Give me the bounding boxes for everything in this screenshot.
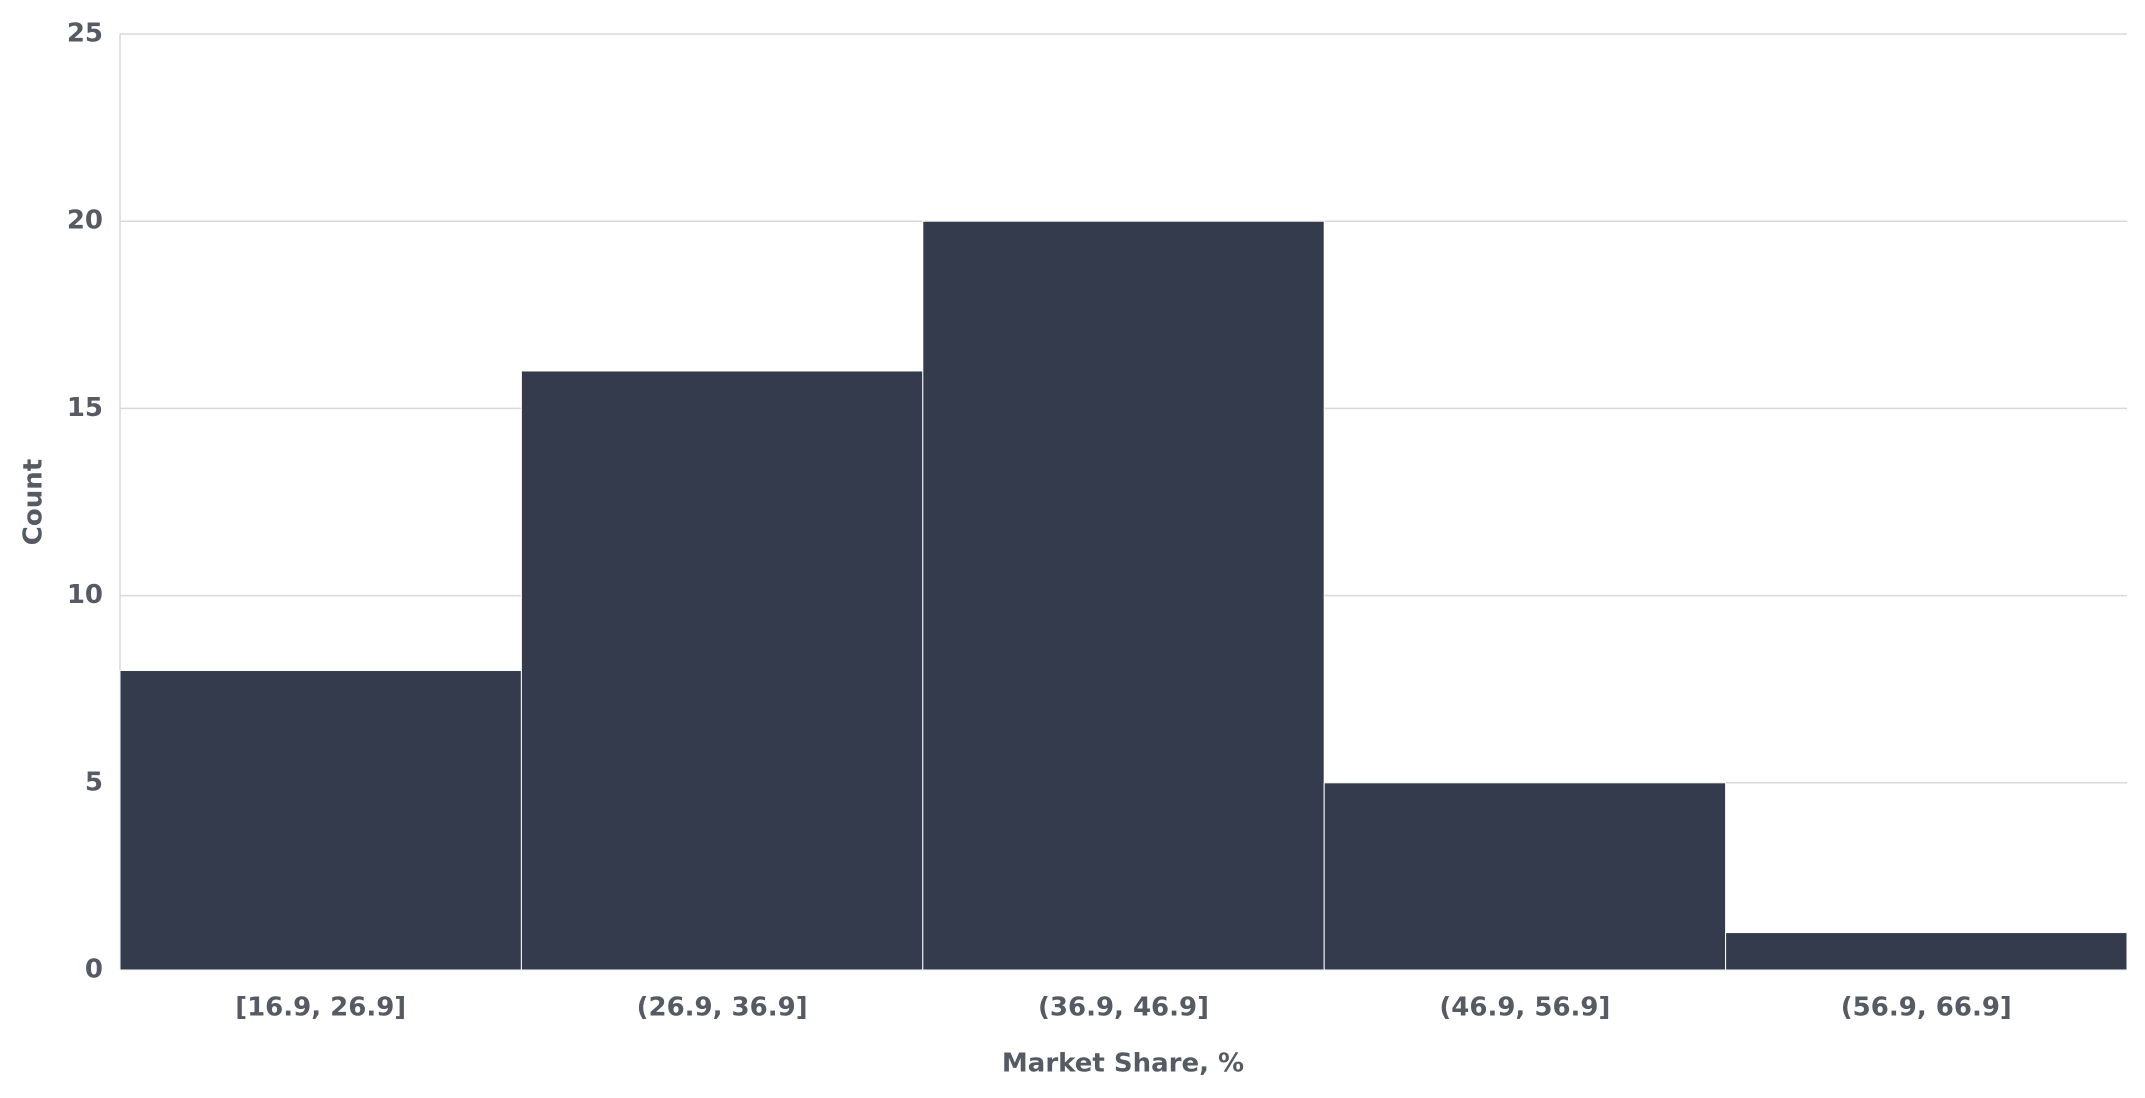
- x-tick-label: (46.9, 56.9]: [1439, 993, 1610, 1023]
- bar: [1323, 782, 1727, 971]
- x-axis-title: Market Share, %: [1002, 1049, 1244, 1079]
- x-tick-label: [16.9, 26.9]: [235, 993, 406, 1023]
- x-tick-label: (56.9, 66.9]: [1841, 993, 2012, 1023]
- y-tick-label: 15: [67, 393, 103, 423]
- y-tick-label: 20: [67, 206, 103, 236]
- bar: [119, 669, 522, 971]
- y-tick-label: 0: [85, 955, 103, 985]
- bar: [520, 370, 924, 971]
- x-tick-label: (36.9, 46.9]: [1038, 993, 1209, 1023]
- y-tick-label: 5: [85, 767, 103, 797]
- y-axis-title: Count: [19, 459, 49, 545]
- y-tick-label: 10: [67, 580, 103, 610]
- bar: [922, 220, 1325, 971]
- bar: [1725, 932, 2128, 971]
- y-tick-label: 25: [67, 19, 103, 49]
- x-tick-label: (26.9, 36.9]: [637, 993, 808, 1023]
